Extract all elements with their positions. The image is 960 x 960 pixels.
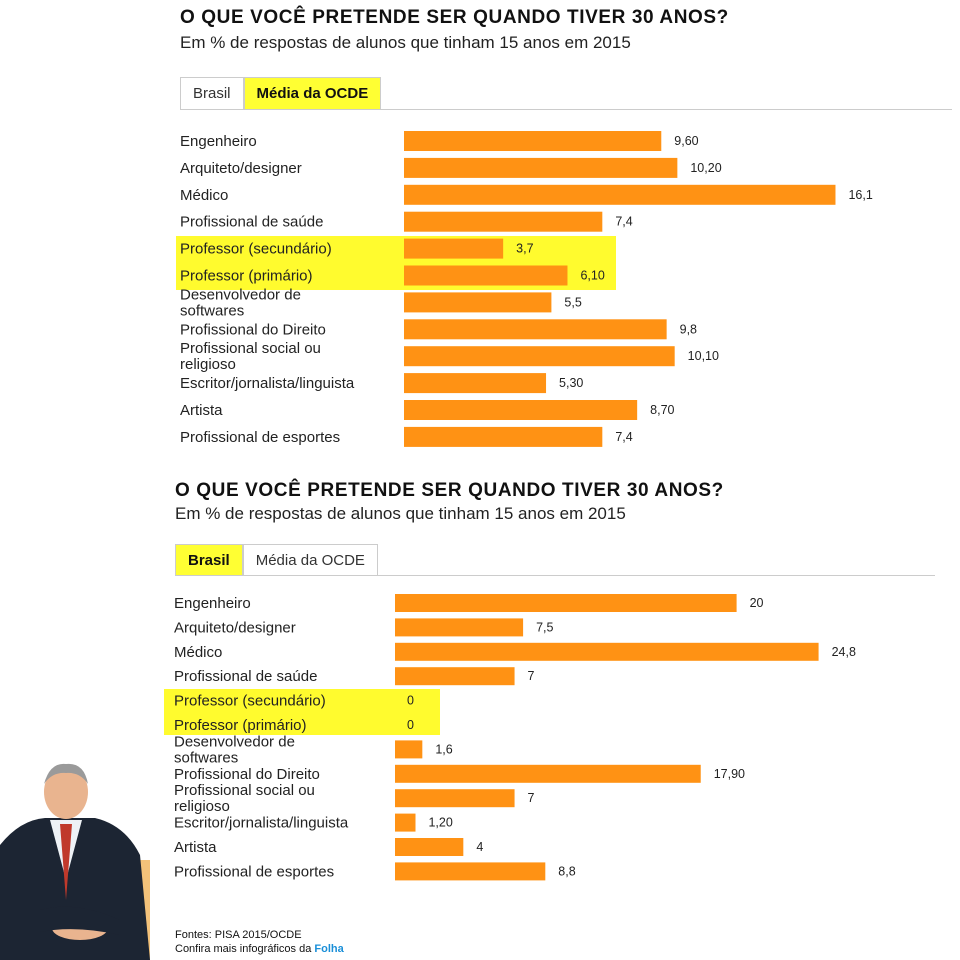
category-label: Profissional do Direito — [180, 321, 326, 338]
category-label: Professor (primário) — [174, 717, 307, 734]
footer-more-text: Confira mais infográficos da — [175, 943, 315, 955]
bar — [395, 813, 416, 832]
category-label: Escritor/jornalista/linguista — [180, 375, 355, 392]
bar — [404, 373, 547, 394]
category-label: Profissional de esportes — [180, 429, 340, 446]
value-label: 10,10 — [688, 349, 719, 363]
tab-media-ocde[interactable]: Média da OCDE — [242, 544, 378, 576]
folha-link[interactable]: Folha — [314, 943, 344, 955]
bar — [404, 131, 662, 151]
category-label: Artista — [180, 402, 223, 419]
category-label: Profissional de saúde — [180, 214, 323, 231]
bar — [404, 400, 638, 420]
tab-divider — [180, 109, 952, 110]
person-portrait-icon — [0, 763, 150, 960]
value-label: 5,30 — [559, 376, 583, 390]
value-label: 7,4 — [615, 430, 632, 444]
chart-subtitle: Em % de respostas de alunos que tinham 1… — [180, 33, 631, 52]
value-label: 24,8 — [832, 645, 856, 659]
value-label: 7 — [528, 669, 535, 683]
bar-chart-brasil: Engenheiro 20 Arquiteto/designer 7,5 Médico 2… — [174, 594, 856, 881]
bar — [395, 838, 464, 856]
category-label: Arquiteto/designer — [174, 619, 296, 636]
chart-panel-ocde: O QUE VOCÊ PRETENDE SER QUANDO TIVER 30 … — [0, 0, 960, 460]
bar — [404, 238, 504, 259]
tab-bar: Brasil Média da OCDE — [175, 544, 378, 576]
tab-brasil[interactable]: Brasil — [175, 544, 243, 576]
bar — [395, 764, 701, 783]
value-label: 7,5 — [536, 620, 553, 634]
bar — [404, 265, 568, 286]
tab-brasil[interactable]: Brasil — [180, 77, 244, 109]
value-label: 9,60 — [674, 134, 698, 148]
bar — [395, 740, 423, 759]
value-label: 1,6 — [435, 742, 452, 756]
category-label: Arquiteto/designer — [180, 160, 302, 177]
category-label: Professor (primário) — [180, 268, 313, 285]
category-label: Profissional do Direito — [174, 766, 320, 783]
footer-more: Confira mais infográficos da Folha — [175, 943, 344, 955]
bar-chart-ocde: Engenheiro 9,60 Arquiteto/designer 10,20 Méd… — [180, 131, 873, 447]
bar — [395, 642, 819, 661]
highlight-professor — [164, 689, 440, 735]
bar — [404, 319, 667, 340]
value-label: 1,20 — [428, 816, 452, 830]
bar — [404, 211, 603, 232]
category-label: Profissional social ou religioso — [180, 340, 321, 373]
bar — [404, 157, 678, 178]
category-label: Profissional de saúde — [174, 668, 317, 685]
value-label: 0 — [407, 718, 414, 732]
tab-divider — [175, 575, 935, 576]
category-label: Desenvolvedor de softwares — [180, 286, 301, 319]
bar — [395, 789, 515, 808]
tab-media-ocde[interactable]: Média da OCDE — [243, 77, 382, 109]
category-label: Professor (secundário) — [174, 693, 326, 710]
value-label: 10,20 — [690, 161, 721, 175]
bar — [404, 426, 603, 447]
bar — [395, 594, 737, 612]
value-label: 4 — [476, 840, 483, 854]
bar — [404, 184, 836, 205]
value-label: 7 — [528, 791, 535, 805]
value-label: 8,8 — [558, 864, 575, 878]
bar — [404, 292, 552, 313]
value-label: 20 — [750, 596, 764, 610]
category-label: Artista — [174, 839, 217, 856]
value-label: 16,1 — [848, 188, 872, 202]
value-label: 7,4 — [615, 215, 632, 229]
value-label: 9,8 — [680, 322, 697, 336]
value-label: 3,7 — [516, 242, 533, 256]
bar — [395, 862, 546, 881]
value-label: 5,5 — [564, 295, 581, 309]
bar — [395, 618, 524, 637]
tab-bar: Brasil Média da OCDE — [180, 77, 382, 109]
value-label: 17,90 — [714, 767, 745, 781]
bar — [404, 346, 675, 367]
category-label: Professor (secundário) — [180, 241, 332, 258]
category-label: Médico — [180, 187, 228, 204]
chart-subtitle: Em % de respostas de alunos que tinham 1… — [175, 504, 626, 523]
footer-sources: Fontes: PISA 2015/OCDE — [175, 929, 302, 941]
chart-panel-brasil: O QUE VOCÊ PRETENDE SER QUANDO TIVER 30 … — [0, 470, 960, 890]
value-label: 8,70 — [650, 403, 674, 417]
bar — [395, 667, 515, 686]
category-label: Médico — [174, 644, 222, 661]
category-label: Profissional social ou religioso — [174, 782, 315, 815]
category-label: Desenvolvedor de softwares — [174, 733, 295, 766]
value-label: 6,10 — [580, 269, 604, 283]
value-label: 0 — [407, 694, 414, 708]
category-label: Escritor/jornalista/linguista — [174, 815, 349, 832]
chart-title: O QUE VOCÊ PRETENDE SER QUANDO TIVER 30 … — [180, 7, 729, 28]
chart-title: O QUE VOCÊ PRETENDE SER QUANDO TIVER 30 … — [175, 480, 724, 501]
category-label: Engenheiro — [180, 133, 257, 150]
category-label: Engenheiro — [174, 595, 251, 612]
category-label: Profissional de esportes — [174, 863, 334, 880]
